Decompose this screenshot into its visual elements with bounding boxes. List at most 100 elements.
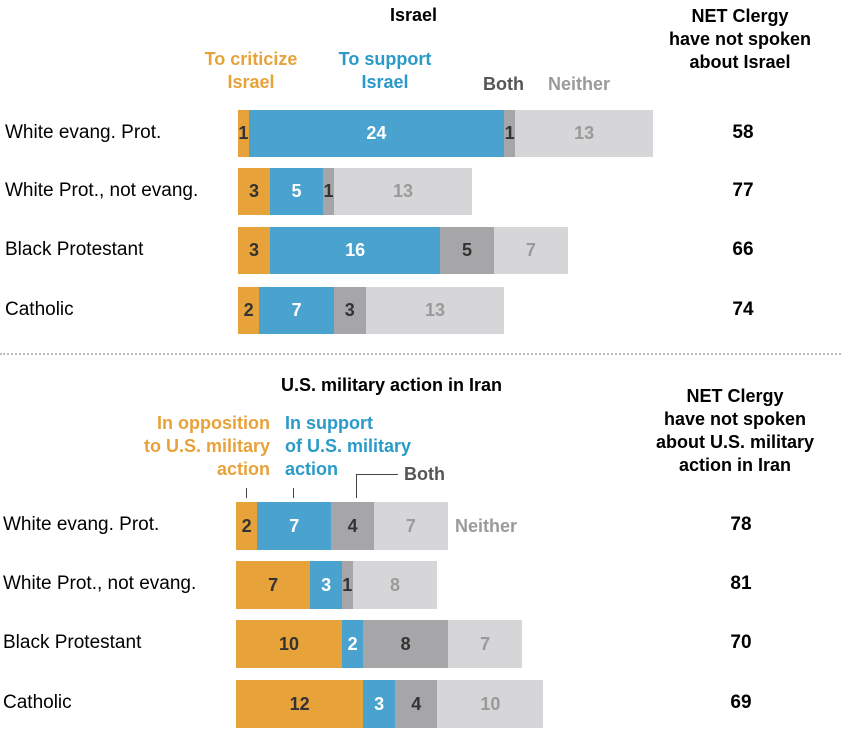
data-label: 7 [289,515,300,536]
bar-segment-oppose: 3 [238,227,270,274]
panel1-legend-neither: Neither [548,74,611,94]
legend-tick-oppose [246,488,247,498]
bar-segment-neither: 10 [437,680,544,728]
category-label: Black Protestant [5,239,144,260]
category-label: Catholic [3,692,72,713]
data-label: 10 [480,693,501,714]
data-label: 8 [389,574,400,595]
bar-segment-oppose: 12 [236,680,364,728]
net-not-spoken-value: 66 [732,239,754,260]
bar-segment-support: 3 [363,680,395,728]
data-label: 7 [405,515,416,536]
panel1-net-header: NET Clergy have not spoken about Israel [640,5,840,74]
data-label: 3 [248,181,259,201]
panel2-legend-both: Both [404,464,445,484]
data-label: 2 [241,515,252,536]
category-label: Black Protestant [3,632,142,653]
net-not-spoken-value: 58 [732,122,754,143]
legend-tick-both [356,474,357,498]
data-label: 2 [243,300,254,320]
net-not-spoken-value: 77 [732,180,754,201]
data-label: 13 [574,123,595,143]
net-not-spoken-value: 74 [732,299,754,320]
legend-line: action [216,459,270,479]
bar-segment-oppose: 3 [238,168,270,215]
bar-segment-neither: 13 [514,110,654,157]
panel1-title: Israel [390,5,438,25]
panel2-legend-neither: Neither [455,516,518,536]
data-label: 1 [342,574,353,595]
panel2-legend-oppose: In opposition to U.S. military action [96,412,270,481]
legend-line: In opposition [157,413,270,433]
bar-segment-support: 16 [269,227,441,274]
bar-segment-both: 1 [504,110,515,157]
panel2-net-header: NET Clergy have not spoken about U.S. mi… [630,385,840,477]
data-label: 5 [291,181,302,201]
data-label: 16 [345,240,366,260]
data-label: 4 [411,693,422,714]
bar-segment-oppose: 1 [238,110,249,157]
data-label: 1 [323,181,334,201]
panel2-net-header-line: NET Clergy [686,386,784,406]
legend-line: To support [338,49,432,69]
panel1-net-header-line: NET Clergy [691,6,789,26]
bar-segment-neither: 7 [448,620,523,668]
data-label: 5 [461,240,472,260]
bar-segment-both: 1 [342,561,353,609]
data-label: 7 [480,633,491,654]
bar-segment-neither: 7 [493,227,569,274]
bar-segment-support: 7 [259,287,334,334]
category-label: White Prot., not evang. [3,573,197,594]
bar-segment-oppose: 2 [236,502,258,550]
data-label: 3 [321,574,332,595]
data-label: 12 [289,693,310,714]
category-label: White Prot., not evang. [5,180,199,201]
category-label: White evang. Prot. [5,122,162,143]
panel1-legend-support: To support Israel [320,48,450,94]
legend-line: In support [285,413,373,433]
panel2-legend-support: In support of U.S. military action [285,412,411,481]
bar-segment-oppose: 2 [238,287,260,334]
data-label: 1 [504,123,515,143]
bar-segment-both: 3 [333,287,366,334]
data-label: 7 [525,240,536,260]
bar-segment-neither: 7 [373,502,448,550]
data-label: 4 [347,515,358,536]
bar-segment-both: 1 [323,168,334,215]
bar-segment-both: 8 [363,620,448,668]
data-label: 2 [347,633,358,654]
bar-segment-oppose: 10 [236,620,342,668]
data-label: 7 [268,574,279,595]
bar-segment-both: 4 [395,680,438,728]
data-label: 24 [366,123,387,143]
panel1-legend-both: Both [483,74,524,94]
data-label: 13 [393,181,414,201]
panel1-legend-oppose: To criticize Israel [186,48,316,94]
bar-segment-neither: 8 [352,561,438,609]
panel2-net-header-line: have not spoken [663,409,807,429]
legend-line: of U.S. military [285,436,412,456]
data-label: 3 [374,693,385,714]
legend-tick-support [293,488,294,498]
bar-segment-oppose: 7 [236,561,311,609]
panel2-net-header-line: action in Iran [678,455,792,475]
legend-line: to U.S. military [143,436,270,456]
panel1-net-header-line: about Israel [689,52,791,72]
bar-segment-support: 24 [248,110,505,157]
data-label: 10 [278,633,300,654]
data-label: 8 [400,633,411,654]
data-label: 1 [238,123,249,143]
panel1-net-header-line: have not spoken [668,29,812,49]
net-not-spoken-value: 81 [730,573,752,594]
data-label: 7 [291,300,302,320]
panel2-title: U.S. military action in Iran [281,375,503,395]
category-label: White evang. Prot. [3,514,160,535]
net-not-spoken-value: 69 [730,692,752,713]
bar-segment-neither: 13 [365,287,505,334]
data-label: 13 [425,300,446,320]
data-label: 3 [344,300,355,320]
bar-segment-both: 4 [331,502,374,550]
bar-segment-support: 7 [257,502,332,550]
net-not-spoken-value: 78 [730,514,752,535]
bar-segment-neither: 13 [333,168,473,215]
